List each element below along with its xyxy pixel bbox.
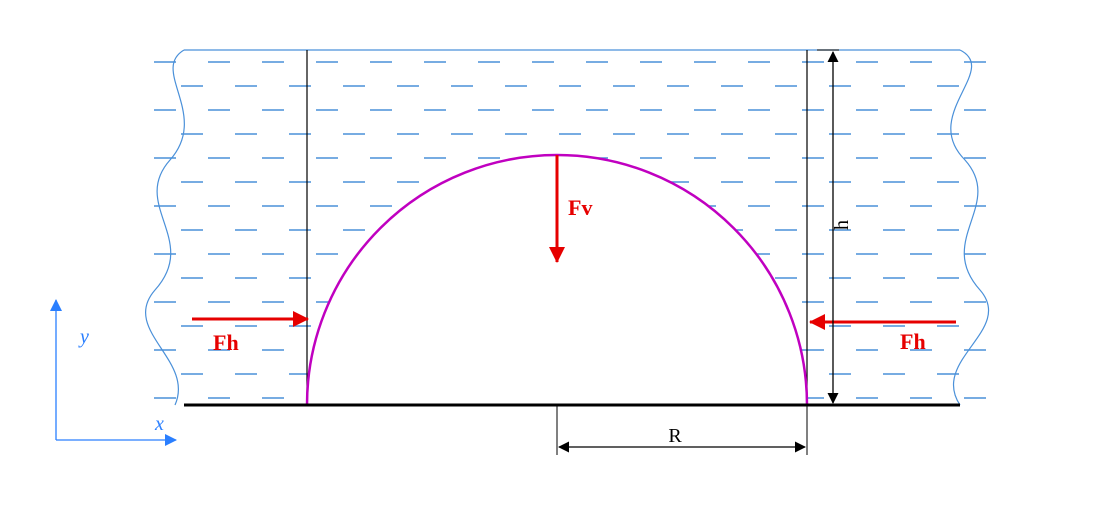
label-Fh-right: Fh (900, 329, 926, 354)
label-Fh-left: Fh (213, 330, 239, 355)
label-Fv: Fv (568, 195, 592, 220)
dim-R-label: R (668, 425, 682, 447)
axis-y-label: y (78, 326, 89, 348)
axis-x-label: x (154, 413, 164, 435)
dim-h-label: h (831, 220, 853, 230)
